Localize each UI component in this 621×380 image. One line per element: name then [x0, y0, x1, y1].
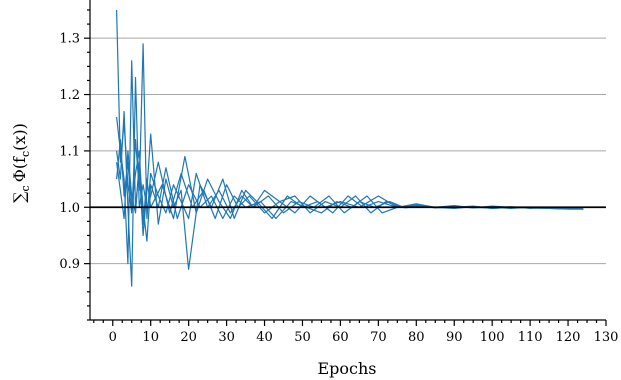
axes — [89, 0, 606, 321]
series-line-1 — [116, 9, 584, 220]
x-tick-label: 80 — [408, 330, 425, 345]
x-ticks: 0 10 20 30 40 50 60 70 80 90 100 110 120 130 — [93, 320, 619, 345]
ylabel-sub-2: c — [19, 151, 32, 157]
y-tick-label: 1.2 — [59, 88, 80, 103]
y-ticks: 0.9 1.0 1.1 1.2 1.3 — [59, 9, 90, 321]
x-tick-label: 130 — [594, 330, 619, 345]
grid-lines — [90, 37, 606, 265]
series-line-4 — [116, 139, 584, 225]
x-tick-label: 20 — [180, 330, 197, 345]
x-tick-label: 90 — [446, 330, 463, 345]
ylabel-end: (x)) — [10, 123, 29, 151]
x-tick-label: 10 — [142, 330, 159, 345]
ylabel-sub-1: c — [19, 185, 32, 191]
y-tick-label: 1.3 — [59, 32, 80, 47]
x-tick-label: 0 — [109, 330, 117, 345]
x-tick-label: 30 — [218, 330, 235, 345]
x-tick-label: 50 — [294, 330, 311, 345]
x-tick-label: 40 — [256, 330, 273, 345]
y-tick-label: 1.1 — [59, 144, 80, 159]
x-tick-label: 120 — [556, 330, 581, 345]
ylabel-mid: Φ(f — [10, 156, 29, 182]
series-lines — [116, 9, 584, 287]
y-tick-label: 1.0 — [59, 201, 80, 216]
x-tick-label: 60 — [332, 330, 349, 345]
x-tick-label: 70 — [370, 330, 387, 345]
x-axis-label: Epochs — [317, 359, 376, 378]
y-tick-label: 0.9 — [59, 257, 80, 272]
x-tick-label: 110 — [518, 330, 543, 345]
x-tick-label: 100 — [480, 330, 505, 345]
y-axis-label: ∑cΦ(fc(x)) — [10, 123, 32, 203]
series-line-3 — [116, 76, 584, 287]
ylabel-sum: ∑ — [10, 191, 29, 203]
